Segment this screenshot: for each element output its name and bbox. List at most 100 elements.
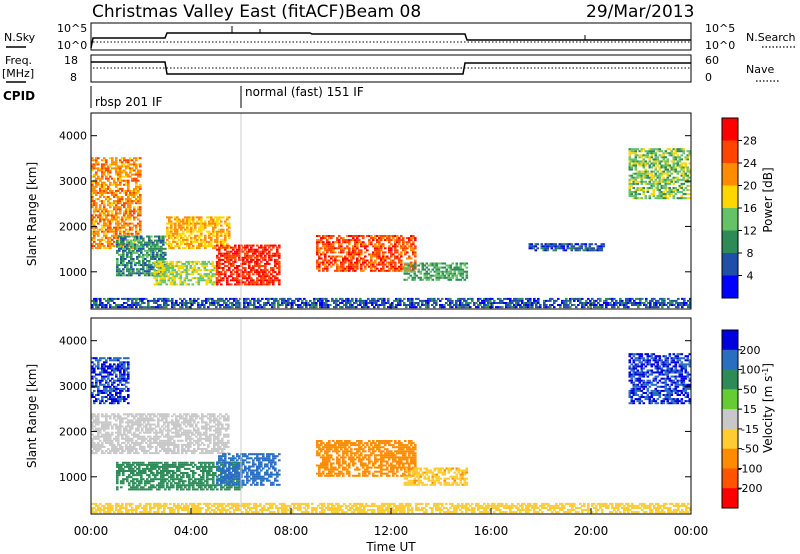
heatmap-cell-power-cells-8 (628, 156, 632, 159)
heatmap-cell-power-cells-6 (405, 262, 409, 265)
heatmap-cell-power-cells-5 (338, 243, 341, 246)
heatmap-cell-power-cells-2 (207, 275, 211, 278)
heatmap-cell-power-cells-0 (119, 173, 122, 176)
heatmap-cell-power-cells-0 (113, 181, 116, 184)
heatmap-cell-power-cells-9 (237, 306, 240, 309)
heatmap-cell-power-cells-9 (307, 304, 310, 306)
heatmap-cell-power-cells-6 (409, 274, 413, 277)
heatmap-cell-power-cells-5 (346, 269, 349, 272)
heatmap-cell-power-cells-8 (682, 174, 686, 177)
heatmap-cell-power-cells-9 (645, 306, 648, 309)
heatmap-cell-power-cells-1 (134, 247, 137, 250)
heatmap-cell-power-cells-8 (668, 166, 672, 169)
heatmap-cell-power-cells-3 (178, 220, 181, 223)
heatmap-cell-power-cells-9 (319, 306, 322, 309)
heatmap-cell-velocity-cells-1 (119, 415, 122, 418)
heatmap-cell-power-cells-0 (115, 232, 118, 235)
heatmap-cell-power-cells-6 (449, 270, 453, 273)
heatmap-cell-power-cells-5 (344, 269, 347, 272)
heatmap-cell-power-cells-2 (165, 265, 169, 267)
heatmap-cell-power-cells-1 (150, 272, 153, 275)
heatmap-cell-power-cells-4 (278, 244, 281, 247)
heatmap-cell-power-cells-5 (328, 263, 331, 266)
heatmap-cell-power-cells-1 (164, 235, 167, 238)
heatmap-cell-power-cells-5 (346, 265, 349, 268)
heatmap-cell-power-cells-2 (153, 277, 157, 280)
heatmap-cell-power-cells-4 (230, 246, 233, 249)
heatmap-cell-power-cells-2 (161, 262, 165, 265)
heatmap-cell-power-cells-9 (515, 297, 518, 300)
heatmap-cell-power-cells-6 (403, 266, 407, 269)
heatmap-cell-power-cells-3 (192, 228, 195, 231)
heatmap-cell-power-cells-5 (334, 259, 337, 262)
heatmap-cell-velocity-cells-1 (113, 423, 116, 426)
heatmap-cell-power-cells-0 (113, 232, 116, 235)
heatmap-cell-power-cells-2 (187, 269, 191, 272)
heatmap-cell-power-cells-7 (584, 245, 588, 248)
heatmap-cell-power-cells-0 (91, 247, 94, 250)
heatmap-cell-power-cells-9 (671, 299, 674, 302)
heatmap-cell-power-cells-0 (95, 181, 98, 184)
heatmap-cell-power-cells-4 (226, 256, 229, 259)
heatmap-cell-power-cells-9 (325, 302, 328, 304)
heatmap-cell-power-cells-4 (242, 258, 245, 261)
heatmap-cell-power-cells-8 (686, 150, 690, 153)
heatmap-cell-power-cells-9 (399, 299, 402, 302)
heatmap-cell-power-cells-0 (107, 191, 110, 194)
heatmap-cell-power-cells-1 (152, 245, 155, 248)
heatmap-cell-power-cells-9 (407, 299, 410, 302)
heatmap-cell-power-cells-2 (195, 269, 199, 272)
heatmap-cell-power-cells-9 (361, 302, 364, 304)
heatmap-cell-velocity-cells-1 (105, 433, 108, 436)
heatmap-cell-power-cells-9 (237, 302, 240, 304)
heatmap-cell-power-cells-9 (151, 306, 154, 309)
heatmap-cell-power-cells-0 (91, 232, 94, 235)
heatmap-cell-power-cells-9 (623, 306, 626, 309)
heatmap-cell-power-cells-8 (636, 148, 640, 151)
heatmap-cell-power-cells-9 (215, 302, 218, 304)
heatmap-cell-power-cells-4 (252, 250, 255, 253)
heatmap-cell-velocity-cells-1 (91, 445, 94, 448)
heatmap-cell-power-cells-1 (146, 251, 149, 254)
heatmap-cell-power-cells-9 (187, 306, 190, 309)
heatmap-cell-power-cells-9 (123, 302, 126, 304)
heatmap-cell-power-cells-5 (336, 267, 339, 270)
heatmap-cell-power-cells-8 (648, 172, 652, 175)
heatmap-cell-power-cells-3 (196, 238, 199, 241)
heatmap-cell-power-cells-9 (633, 304, 636, 306)
heatmap-cell-power-cells-3 (214, 238, 217, 241)
heatmap-cell-power-cells-4 (274, 265, 277, 267)
heatmap-cell-velocity-cells-0 (121, 365, 124, 368)
heatmap-cell-power-cells-5 (356, 243, 359, 246)
heatmap-cell-power-cells-0 (97, 198, 100, 201)
heatmap-cell-power-cells-2 (175, 265, 179, 267)
heatmap-cell-power-cells-9 (113, 297, 116, 300)
heatmap-cell-power-cells-0 (111, 202, 114, 205)
heatmap-cell-power-cells-8 (672, 187, 676, 189)
heatmap-cell-power-cells-9 (93, 297, 96, 300)
heatmap-cell-power-cells-8 (670, 150, 674, 153)
heatmap-cell-power-cells-8 (662, 184, 666, 187)
heatmap-cell-power-cells-0 (119, 232, 122, 235)
heatmap-cell-power-cells-9 (381, 302, 384, 304)
heatmap-cell-velocity-cells-1 (125, 443, 128, 446)
heatmap-cell-power-cells-9 (341, 297, 344, 300)
heatmap-cell-power-cells-9 (299, 306, 302, 309)
heatmap-cell-velocity-cells-0 (125, 389, 128, 392)
heatmap-cell-power-cells-9 (217, 297, 220, 300)
heatmap-cell-power-cells-9 (213, 299, 216, 302)
heatmap-cell-power-cells-3 (226, 218, 229, 221)
heatmap-cell-power-cells-0 (93, 230, 96, 233)
heatmap-cell-power-cells-0 (117, 165, 120, 168)
heatmap-cell-power-cells-9 (615, 299, 618, 302)
heatmap-cell-power-cells-8 (672, 148, 676, 151)
heatmap-cell-power-cells-9 (405, 304, 408, 306)
heatmap-cell-power-cells-5 (342, 249, 345, 252)
heatmap-cell-power-cells-7 (574, 243, 578, 246)
heatmap-cell-power-cells-6 (451, 272, 455, 275)
heatmap-cell-power-cells-3 (182, 236, 185, 239)
heatmap-cell-power-cells-0 (91, 167, 94, 170)
heatmap-cell-power-cells-0 (103, 159, 106, 162)
heatmap-cell-power-cells-9 (357, 304, 360, 306)
heatmap-cell-power-cells-9 (605, 306, 608, 309)
